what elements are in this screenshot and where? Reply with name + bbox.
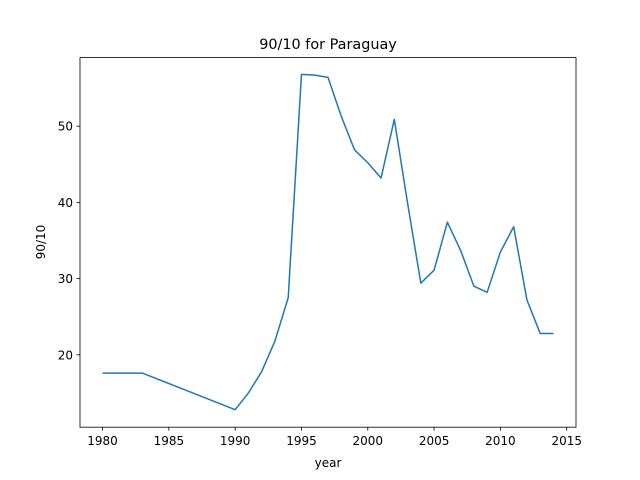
x-tick-label: 1980 bbox=[87, 434, 118, 448]
y-tick-label: 20 bbox=[58, 348, 73, 362]
y-axis-label: 90/10 bbox=[34, 225, 48, 260]
x-axis-label: year bbox=[315, 456, 342, 470]
y-tick-label: 40 bbox=[58, 196, 73, 210]
y-tick-label: 30 bbox=[58, 272, 73, 286]
data-line bbox=[102, 73, 554, 411]
x-tick-label: 1995 bbox=[286, 434, 317, 448]
x-tick-label: 1990 bbox=[220, 434, 251, 448]
x-tick-label: 2010 bbox=[485, 434, 516, 448]
x-tick-label: 2015 bbox=[551, 434, 582, 448]
y-tick-label: 50 bbox=[58, 120, 73, 134]
x-tick-label: 2000 bbox=[353, 434, 384, 448]
x-tick-label: 2005 bbox=[419, 434, 450, 448]
x-tick-label: 1985 bbox=[154, 434, 185, 448]
chart-title: 90/10 for Paraguay bbox=[259, 37, 397, 53]
plot-frame bbox=[79, 57, 577, 428]
